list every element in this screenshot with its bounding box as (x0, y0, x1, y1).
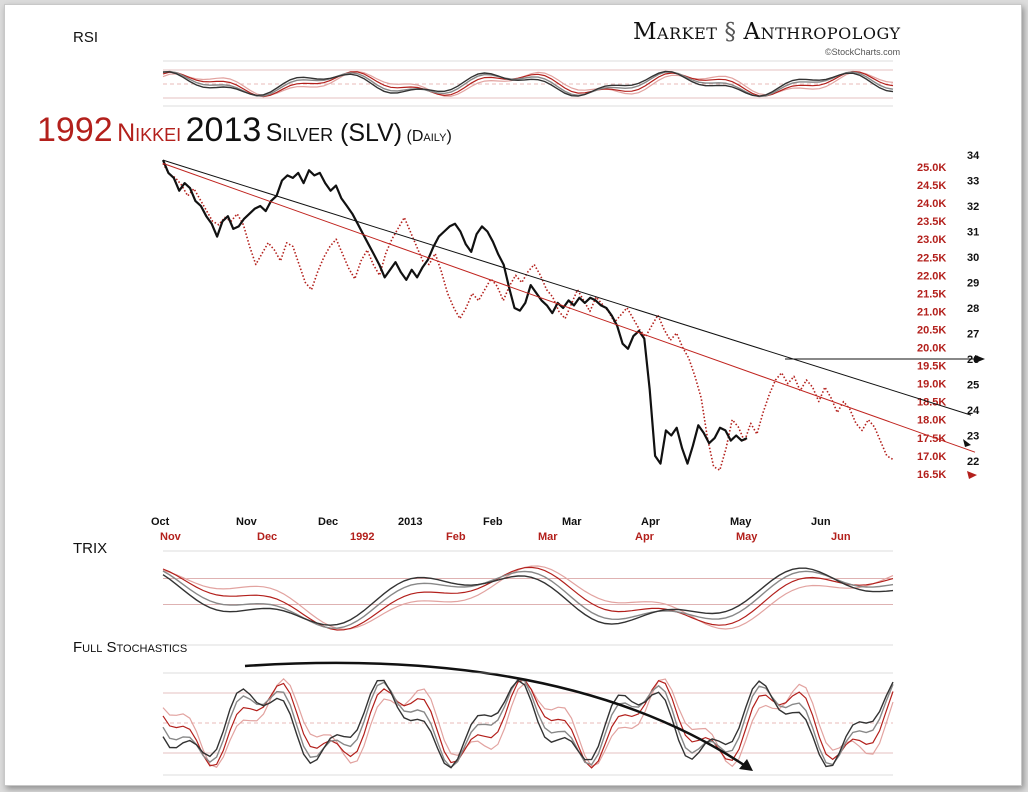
stoch-silver-signal (162, 679, 894, 769)
y-tick-nikkei: 21.5K (917, 288, 946, 300)
trix-nikkei-signal (162, 566, 894, 631)
trix-silver-signal (162, 567, 894, 626)
trix-silver-line (162, 570, 894, 629)
y-tick-nikkei: 22.5K (917, 252, 946, 264)
y-tick-silver: 31 (967, 227, 979, 239)
title-silver: Silver (SLV) (265, 119, 403, 147)
x-tick-silver: May (730, 516, 752, 528)
title-nikkei: Nikkei (117, 119, 182, 147)
x-tick-silver: Jun (811, 516, 831, 528)
x-tick-silver: Feb (483, 516, 503, 528)
x-tick-nikkei: 1992 (350, 531, 374, 543)
y-tick-nikkei: 23.5K (917, 216, 946, 228)
credit: ©StockCharts.com (825, 47, 901, 57)
rsi-silver-signal (162, 70, 894, 97)
y-tick-silver: 24 (967, 405, 980, 417)
chart-canvas: 3433323130292827262524232225.0K24.5K24.0… (151, 60, 985, 776)
y-tick-nikkei: 25.0K (917, 162, 946, 174)
y-tick-nikkei: 17.0K (917, 451, 946, 463)
chart-title: 1992 Nikkei 2013 Silver (SLV) (Daily) (37, 111, 452, 150)
arrowhead (975, 355, 985, 363)
brand-right: Anthropology (743, 19, 901, 45)
brand-left: Market (633, 19, 718, 45)
stoch-nikkei-signal (162, 678, 894, 769)
y-tick-silver: 23 (967, 431, 979, 443)
y-tick-silver: 29 (967, 278, 979, 290)
rsi-label: RSI (73, 29, 99, 46)
y-tick-silver: 30 (967, 252, 979, 264)
stoch-arrow (244, 661, 748, 769)
trendline-silver (162, 159, 972, 416)
arrowhead (967, 471, 977, 479)
x-tick-silver: Dec (318, 516, 338, 528)
x-tick-nikkei: May (736, 531, 758, 543)
title-daily: (Daily) (406, 128, 452, 145)
dna-icon: § (724, 19, 737, 45)
y-tick-nikkei: 18.0K (917, 415, 946, 427)
x-tick-silver: Mar (562, 516, 582, 528)
x-tick-silver: Apr (641, 516, 661, 528)
x-tick-nikkei: Mar (538, 531, 558, 543)
rsi-nikkei-signal (162, 70, 894, 98)
x-tick-nikkei: Jun (831, 531, 851, 543)
y-tick-silver: 22 (967, 456, 979, 468)
x-tick-nikkei: Feb (446, 531, 466, 543)
trix-label: TRIX (73, 540, 108, 557)
title-year-2013: 2013 (185, 111, 262, 149)
trix-nikkei-line (162, 565, 894, 630)
arrowhead (739, 759, 753, 771)
arrowhead (963, 439, 971, 447)
x-tick-silver: Nov (236, 516, 258, 528)
y-tick-silver: 27 (967, 329, 979, 341)
y-tick-silver: 34 (967, 150, 980, 162)
x-tick-silver: Oct (151, 516, 170, 528)
y-tick-nikkei: 21.0K (917, 306, 946, 318)
y-tick-nikkei: 17.5K (917, 433, 946, 445)
rsi-silver-line (162, 70, 894, 98)
stoch-label: Full Stochastics (73, 639, 188, 656)
y-tick-nikkei: 22.0K (917, 270, 946, 282)
y-tick-nikkei: 20.5K (917, 324, 946, 336)
y-tick-silver: 25 (967, 380, 979, 392)
y-tick-silver: 33 (967, 176, 979, 188)
y-tick-silver: 28 (967, 303, 979, 315)
y-tick-nikkei: 19.5K (917, 361, 946, 373)
y-tick-nikkei: 24.5K (917, 180, 946, 192)
x-tick-nikkei: Nov (160, 531, 182, 543)
y-tick-silver: 32 (967, 201, 979, 213)
trendline-nikkei (162, 162, 976, 453)
brand-logo: Market § Anthropology (633, 19, 901, 45)
y-tick-nikkei: 19.0K (917, 379, 946, 391)
title-year-1992: 1992 (37, 111, 113, 149)
chart-card: 34 33 32 31 30 29 28 27 26 25 24 23 22 25.0K 24.5K 24.0… (4, 4, 1022, 786)
x-tick-nikkei: Dec (257, 531, 277, 543)
y-tick-nikkei: 24.0K (917, 198, 946, 210)
x-tick-silver: 2013 (398, 516, 422, 528)
y-tick-nikkei: 20.0K (917, 343, 946, 355)
y-tick-nikkei: 23.0K (917, 234, 946, 246)
silver-line (161, 159, 748, 465)
nikkei-line (162, 163, 894, 472)
x-tick-nikkei: Apr (635, 531, 655, 543)
y-tick-nikkei: 16.5K (917, 469, 946, 481)
